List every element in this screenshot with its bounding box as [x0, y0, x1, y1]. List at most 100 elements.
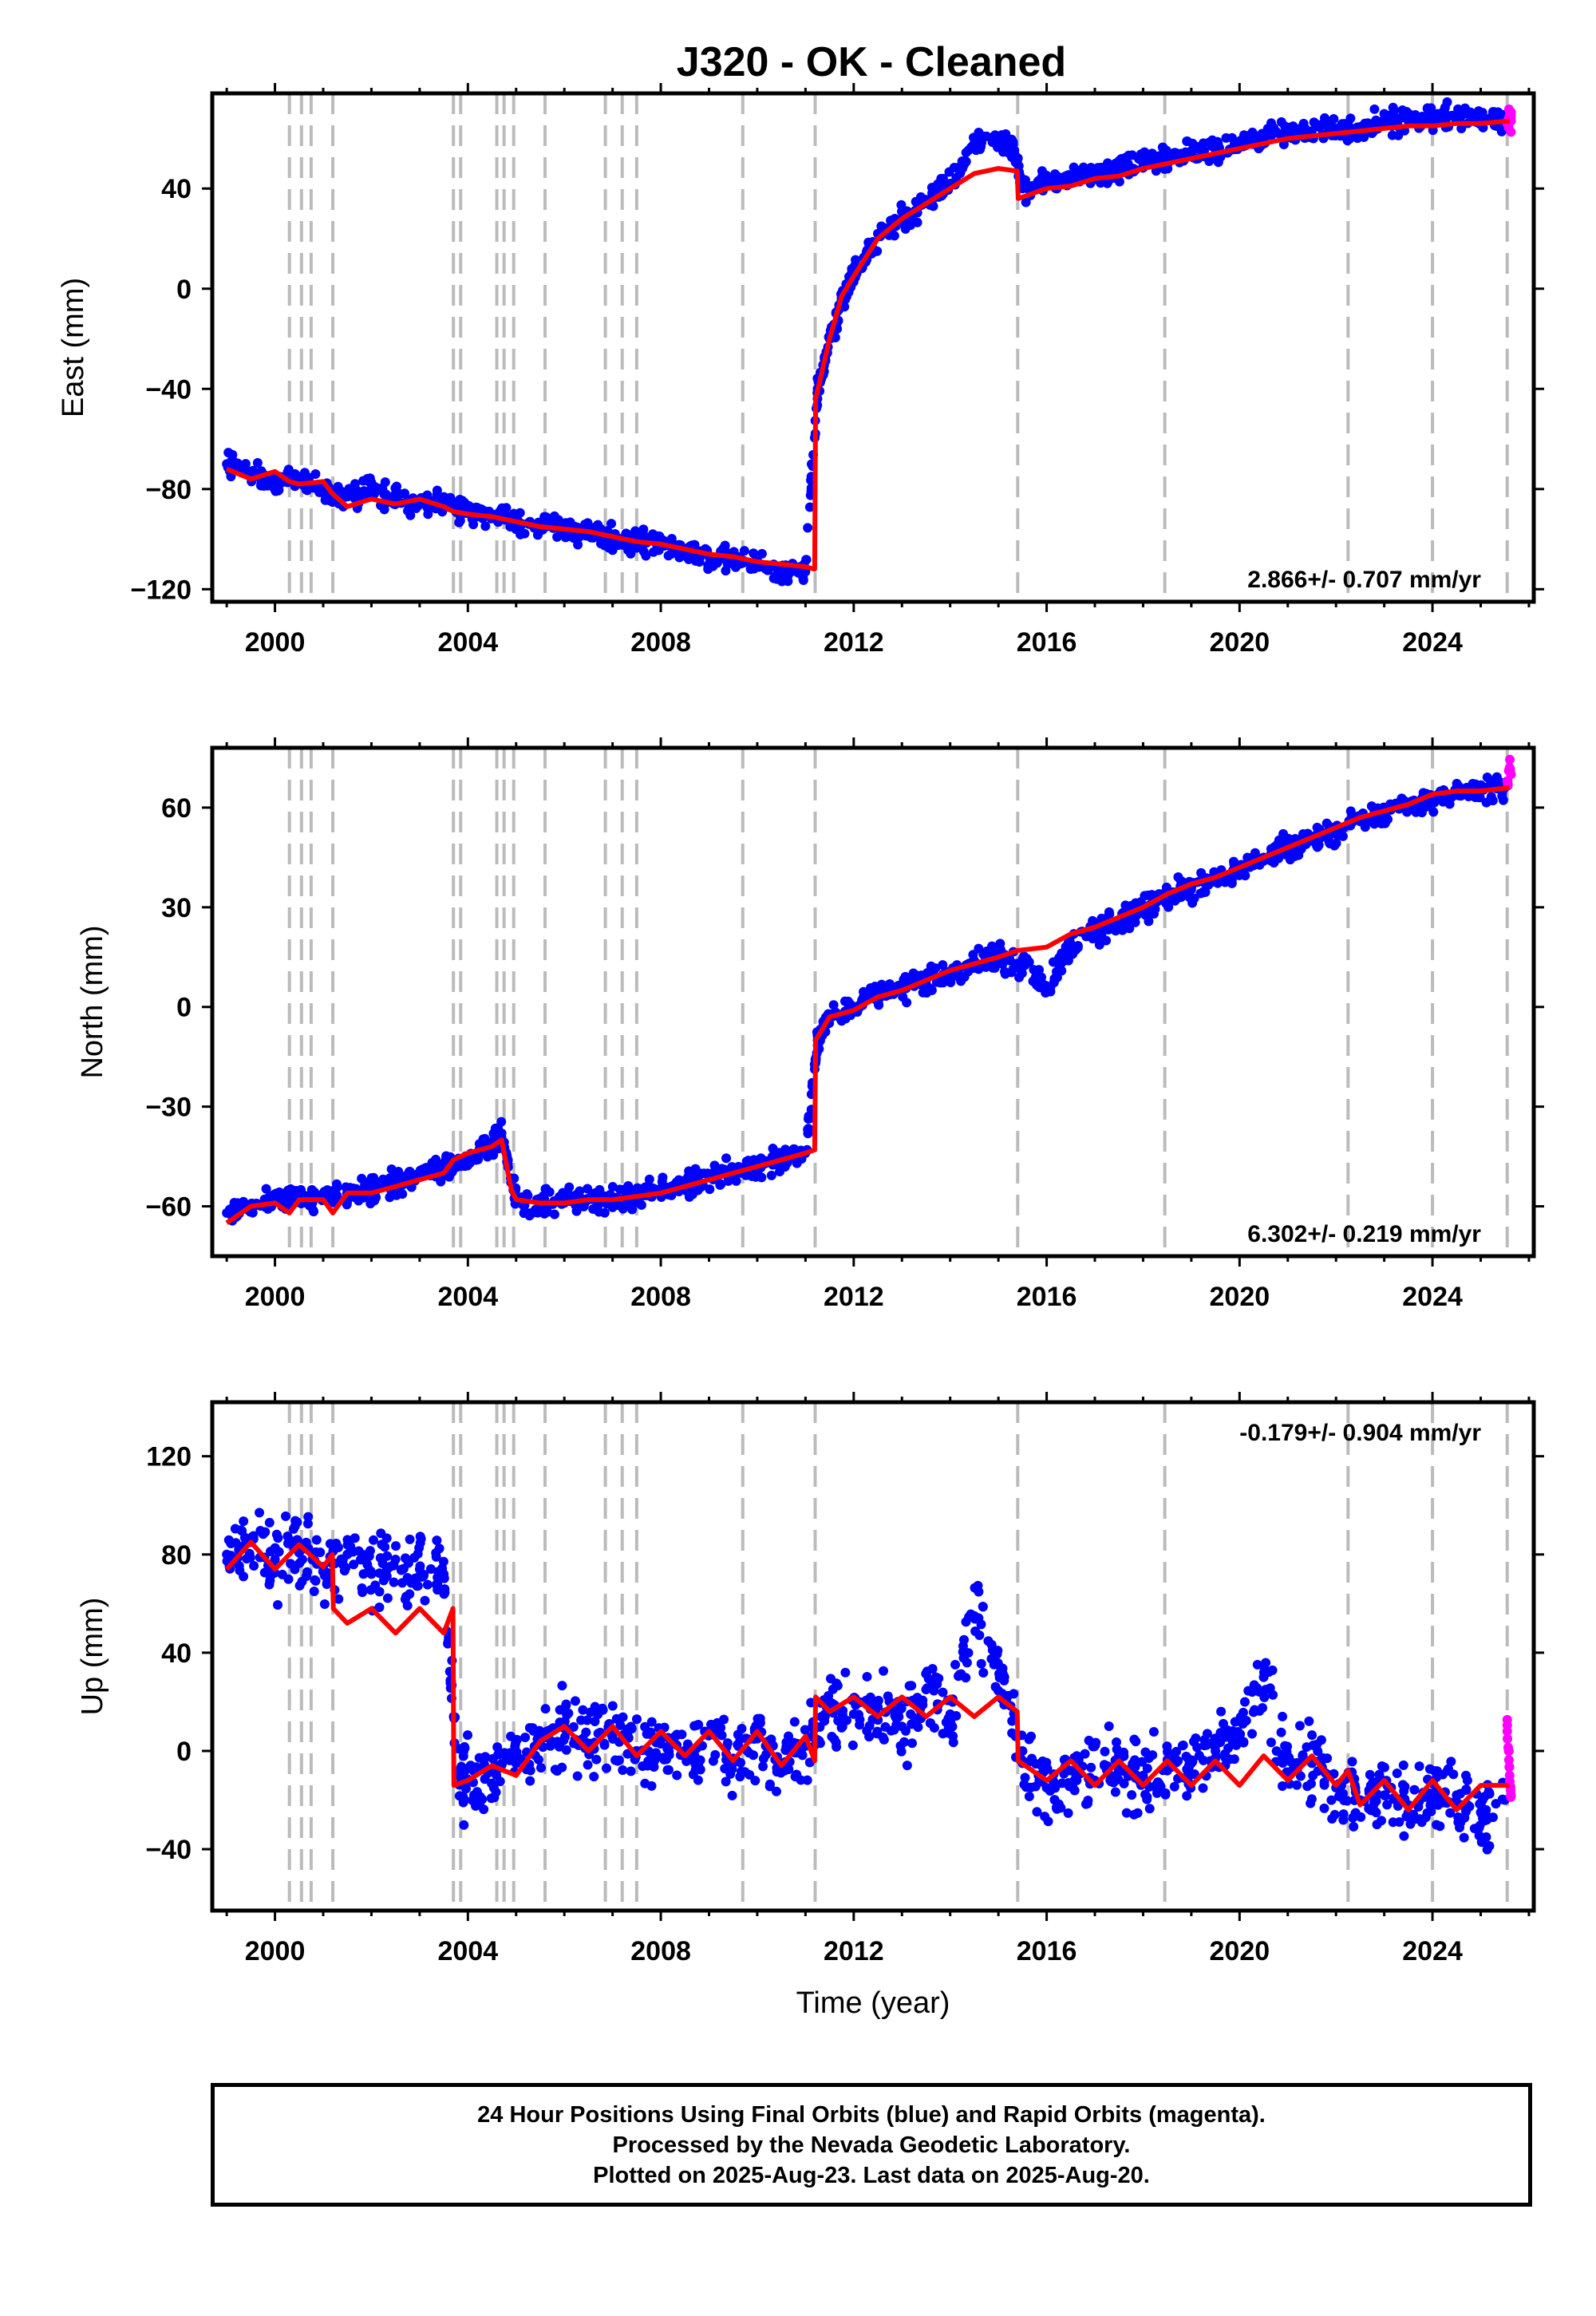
- data-point-noise: [583, 1760, 593, 1770]
- data-point-noise: [368, 1535, 378, 1545]
- x-tick-label: 2000: [245, 627, 306, 658]
- data-point-noise: [405, 1167, 415, 1177]
- data-point-noise: [389, 1577, 399, 1587]
- data-point-noise: [1379, 1762, 1389, 1773]
- data-point-noise: [781, 1737, 792, 1748]
- data-point-noise: [618, 1712, 628, 1722]
- data-point-noise: [599, 1740, 610, 1750]
- data-point-noise: [816, 1712, 827, 1722]
- data-point-noise: [1398, 1760, 1408, 1770]
- data-point-noise: [1266, 1737, 1276, 1748]
- data-point-noise: [463, 502, 473, 512]
- data-point-noise: [1445, 1808, 1456, 1818]
- data-point-noise: [951, 1710, 962, 1721]
- y-tick-label: 0: [176, 1737, 192, 1767]
- data-point-noise: [1092, 163, 1103, 173]
- data-point-noise: [1169, 148, 1179, 159]
- data-point-noise: [264, 1579, 275, 1590]
- data-point-noise: [1103, 165, 1113, 176]
- data-point-noise: [958, 1634, 969, 1645]
- data-point-noise: [1056, 175, 1066, 185]
- data-point-noise: [1302, 1781, 1313, 1792]
- data-point-noise: [282, 1531, 293, 1541]
- data-point-noise: [459, 1820, 469, 1830]
- data-point-noise: [1238, 1737, 1249, 1747]
- data-point-noise: [1336, 830, 1346, 840]
- data-point-noise: [1392, 1769, 1402, 1779]
- data-point-noise: [641, 551, 651, 561]
- data-point-noise: [1316, 1735, 1326, 1745]
- data-point-noise: [512, 1753, 523, 1764]
- panel-frame: [210, 745, 1536, 1259]
- y-tick-label: 40: [161, 1638, 192, 1669]
- data-point-noise: [1238, 136, 1249, 147]
- data-point-noise: [419, 1569, 429, 1579]
- data-point-noise: [970, 1626, 981, 1636]
- data-point-noise: [986, 1639, 997, 1650]
- data-point-noise: [1007, 1728, 1017, 1738]
- data-point-noise: [322, 492, 333, 503]
- data-point-noise: [1104, 1721, 1114, 1731]
- data-point-noise: [525, 1776, 535, 1786]
- data-point-noise: [1119, 1747, 1129, 1757]
- data-point-noise: [873, 1695, 883, 1705]
- data-point-noise: [1171, 1746, 1182, 1757]
- data-point-noise: [575, 1186, 585, 1196]
- data-point-noise: [1235, 1712, 1246, 1722]
- data-point-noise: [800, 1725, 810, 1735]
- data-point-noise: [1329, 114, 1339, 124]
- data-point-noise: [900, 971, 911, 982]
- data-point-noise: [618, 1765, 628, 1776]
- data-point-noise: [439, 1573, 449, 1583]
- data-point-noise: [705, 1184, 715, 1195]
- data-point-noise: [758, 1761, 768, 1772]
- data-point-noise: [934, 1674, 944, 1684]
- data-point-noise: [946, 978, 956, 988]
- data-point-noise: [398, 1563, 409, 1574]
- data-point-noise: [1396, 793, 1407, 804]
- data-point-noise: [561, 1745, 571, 1755]
- data-point-noise: [640, 1778, 650, 1788]
- data-point-noise: [912, 217, 922, 227]
- data-point-noise: [1415, 1814, 1425, 1824]
- data-point-noise: [249, 1561, 259, 1571]
- data-point-noise: [831, 1737, 841, 1748]
- data-point-noise: [1307, 1730, 1317, 1741]
- data-point-noise: [260, 1527, 271, 1537]
- data-point-noise: [589, 1772, 599, 1782]
- data-point-noise: [1042, 1764, 1053, 1774]
- data-point-noise: [1050, 169, 1061, 180]
- data-point-noise: [1506, 127, 1516, 137]
- data-point-noise: [1086, 163, 1096, 173]
- data-point-noise: [758, 1753, 768, 1764]
- data-point-noise: [880, 1721, 891, 1732]
- data-point-noise: [1382, 1800, 1393, 1810]
- data-point-noise: [261, 1184, 271, 1194]
- data-point-noise: [879, 1666, 889, 1676]
- data-point-noise: [1259, 1692, 1270, 1702]
- data-point-noise: [883, 1691, 893, 1701]
- y-tick-label: 40: [161, 174, 192, 204]
- data-point-noise: [1153, 152, 1163, 162]
- data-point-noise: [749, 548, 759, 559]
- data-point-noise: [637, 528, 647, 538]
- data-point-noise: [645, 1729, 655, 1739]
- data-point: [390, 1554, 401, 1564]
- data-point-noise: [1505, 754, 1515, 765]
- data-point-noise: [934, 180, 945, 191]
- data-point-noise: [992, 1649, 1002, 1659]
- data-point-noise: [443, 1637, 453, 1647]
- data-point-noise: [277, 1194, 287, 1204]
- data-point-noise: [899, 1737, 910, 1747]
- data-point-noise: [480, 1753, 490, 1763]
- data-point-noise: [461, 1784, 472, 1794]
- data-point-noise: [1100, 1761, 1110, 1771]
- data-point-noise: [405, 1534, 415, 1544]
- data-point-noise: [1502, 1714, 1512, 1725]
- data-point-noise: [559, 1732, 570, 1742]
- data-point-noise: [994, 1669, 1005, 1679]
- data-point-noise: [1187, 1755, 1198, 1765]
- data-point-noise: [1503, 1733, 1513, 1744]
- y-tick-label: −60: [145, 1192, 192, 1223]
- data-point-noise: [789, 1144, 800, 1154]
